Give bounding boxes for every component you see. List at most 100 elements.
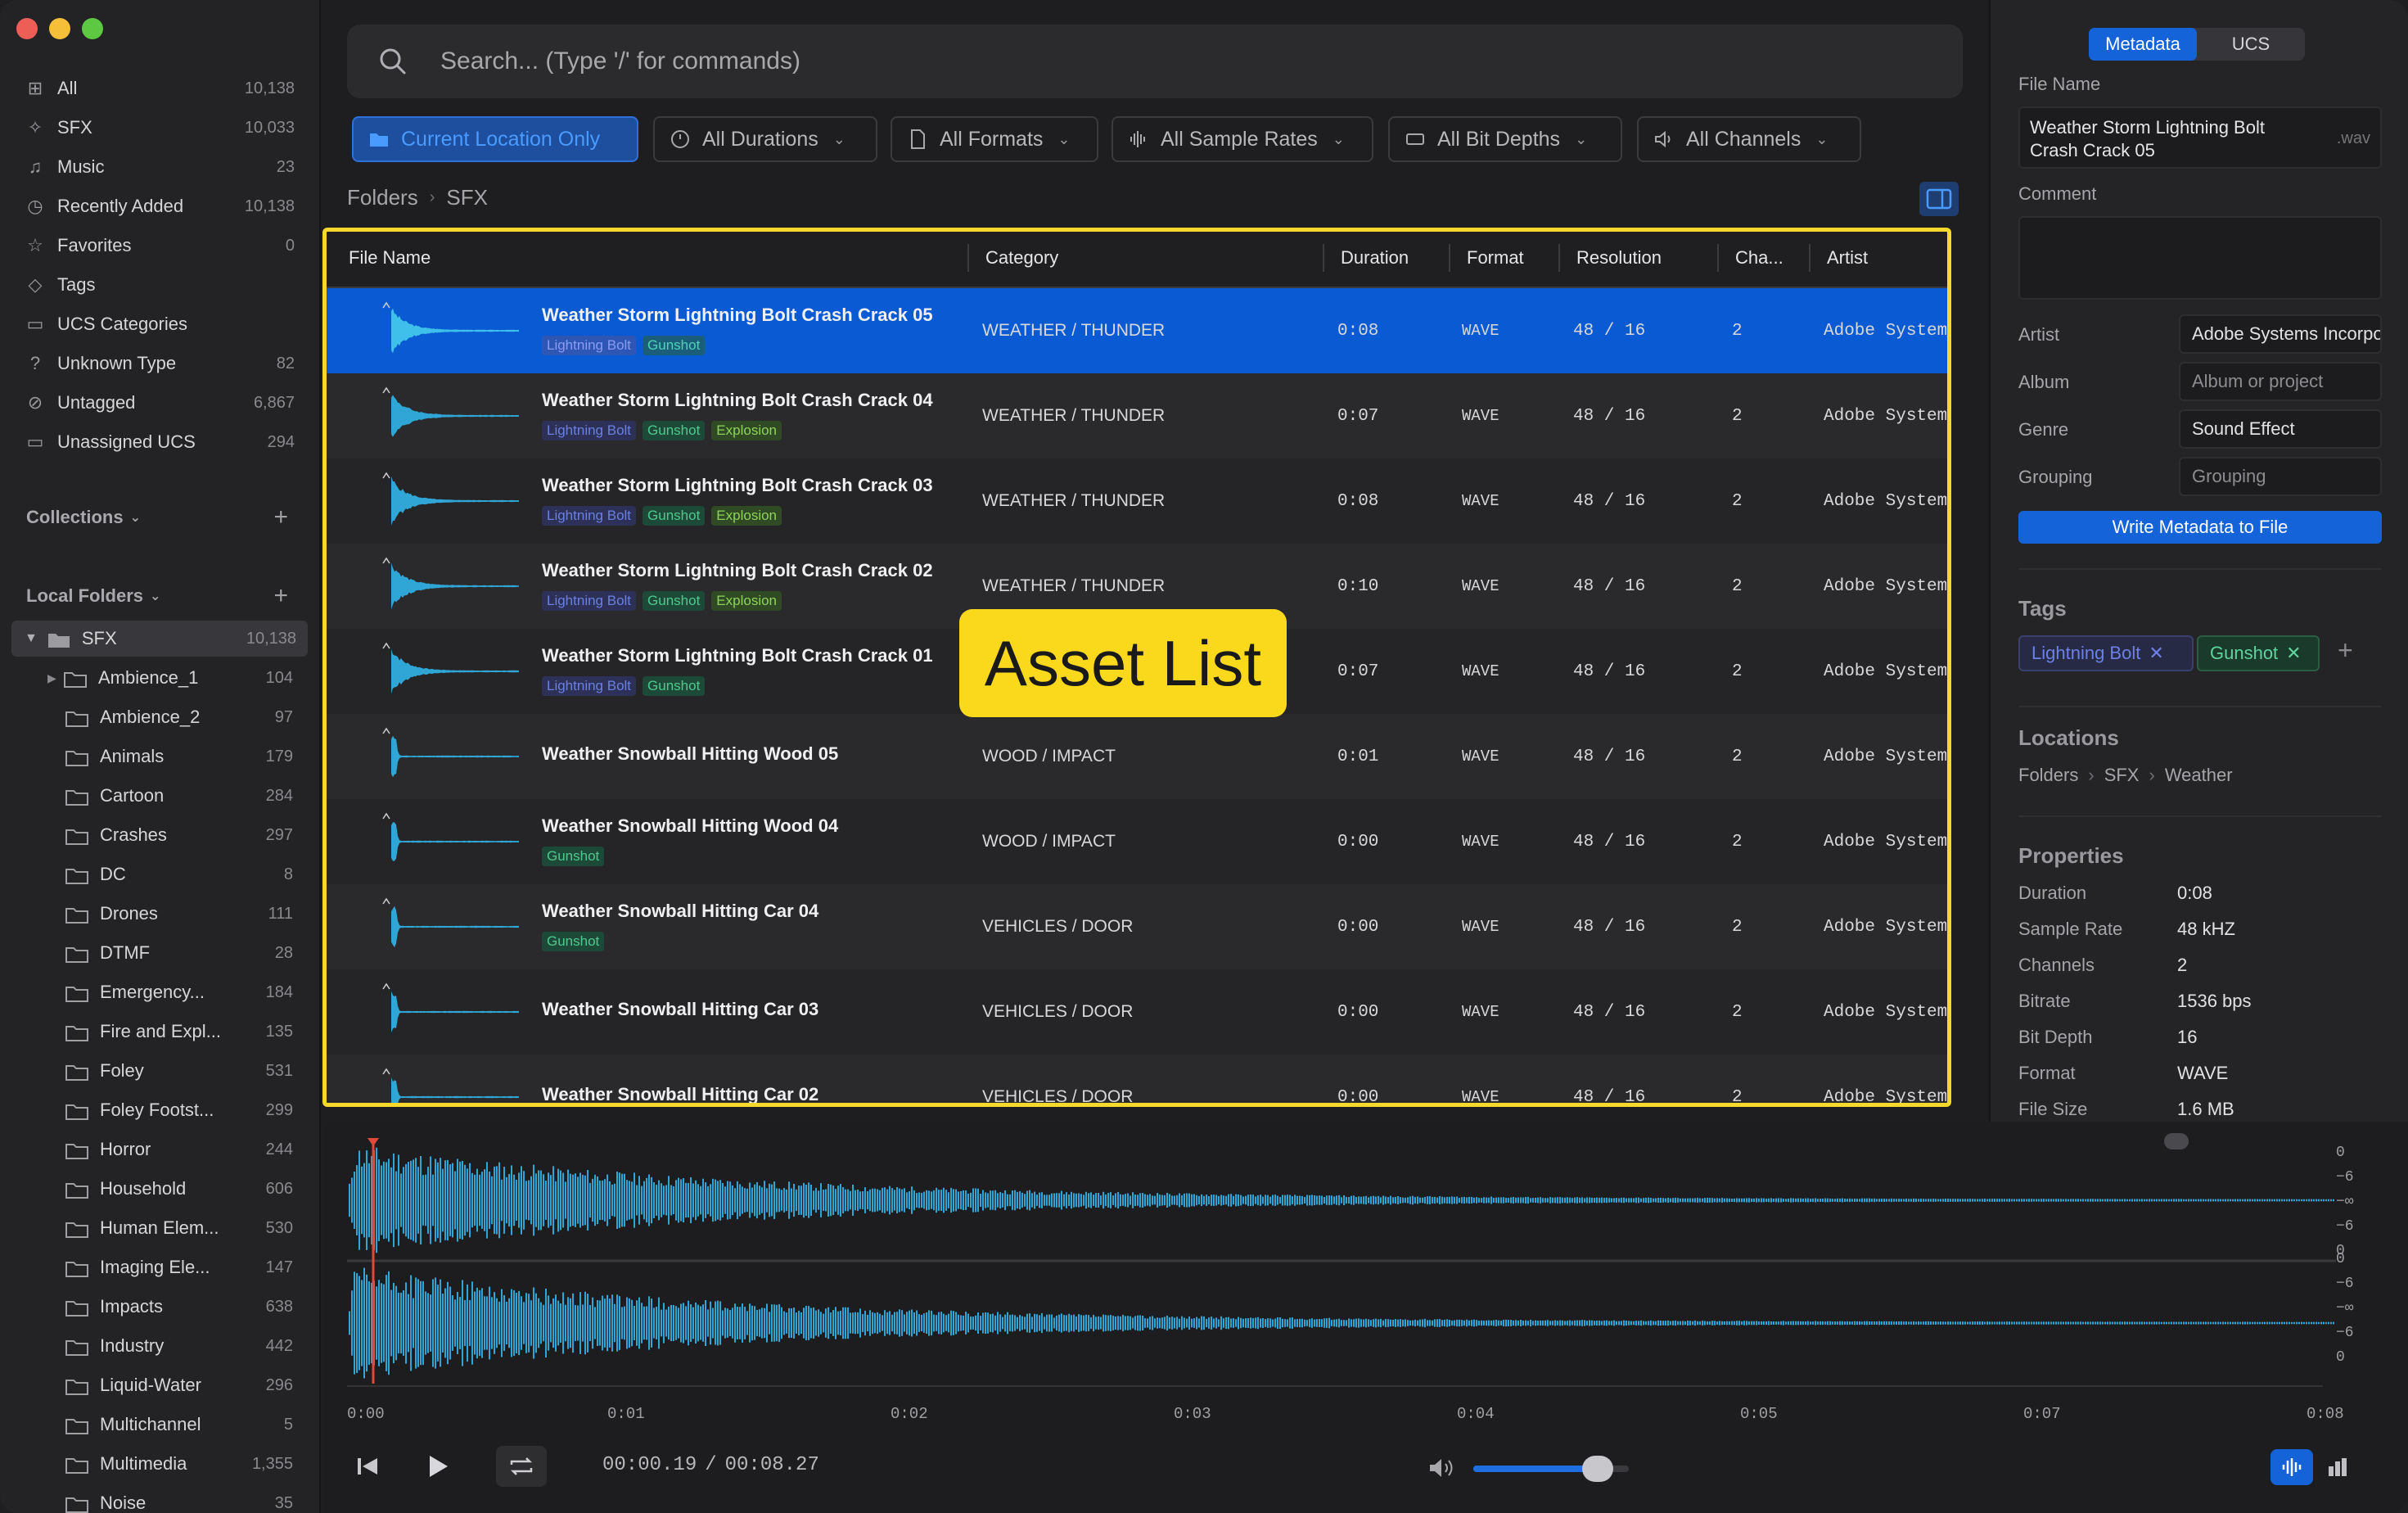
- sidebar-item-favorites[interactable]: ☆ Favorites 0: [25, 229, 295, 262]
- remove-tag-icon[interactable]: ✕: [2149, 643, 2164, 663]
- volume-slider[interactable]: [1473, 1456, 1629, 1482]
- sidebar-folder[interactable]: Emergency... 184: [0, 974, 296, 1010]
- add-tag-icon[interactable]: +: [2338, 635, 2353, 665]
- comment-field[interactable]: [2018, 216, 2382, 300]
- toggle-inspector-button[interactable]: [1919, 182, 1959, 216]
- file-name-field[interactable]: Weather Storm Lightning Bolt Crash Crack…: [2018, 106, 2382, 169]
- close-window-button[interactable]: [16, 18, 38, 39]
- sidebar-item-music[interactable]: ♫ Music 23: [25, 151, 295, 183]
- sidebar-item-unknown-type[interactable]: ? Unknown Type 82: [25, 347, 295, 380]
- sidebar-folder[interactable]: Noise 35: [0, 1485, 296, 1513]
- collections-header[interactable]: Collections ⌄ +: [26, 501, 288, 534]
- table-row[interactable]: Weather Storm Lightning Bolt Crash Crack…: [322, 458, 1951, 544]
- sidebar-item-tags[interactable]: ◇ Tags: [25, 269, 295, 301]
- metadata-field-album-input[interactable]: Album or project: [2179, 362, 2382, 401]
- location-segment[interactable]: Folders: [2018, 765, 2079, 785]
- waveform-view-button[interactable]: [2270, 1449, 2313, 1485]
- sidebar-folder[interactable]: Human Elem... 530: [0, 1210, 296, 1246]
- sidebar-folder[interactable]: Crashes 297: [0, 817, 296, 853]
- column-category[interactable]: Category: [985, 247, 1059, 268]
- sidebar-folder[interactable]: Animals 179: [0, 738, 296, 775]
- sidebar-folder[interactable]: Multichannel 5: [0, 1407, 296, 1443]
- filter-sample-rates[interactable]: All Sample Rates ⌄: [1112, 116, 1373, 162]
- table-row[interactable]: Weather Storm Lightning Bolt Crash Crack…: [322, 544, 1951, 629]
- table-row[interactable]: Weather Snowball Hitting Car 04 Gunshot VE…: [322, 884, 1951, 969]
- table-row[interactable]: Weather Storm Lightning Bolt Crash Crack…: [322, 288, 1951, 373]
- locations-heading: Locations: [2018, 725, 2119, 750]
- waveform-display[interactable]: [322, 1138, 2408, 1384]
- location-segment[interactable]: SFX: [2104, 765, 2140, 785]
- sidebar-folder[interactable]: DC 8: [0, 856, 296, 892]
- column-artist[interactable]: Artist: [1827, 247, 1869, 268]
- loop-button[interactable]: [496, 1446, 547, 1487]
- table-row[interactable]: Weather Snowball Hitting Car 03 VEHICLES …: [322, 969, 1951, 1055]
- sidebar-folder[interactable]: Cartoon 284: [0, 778, 296, 814]
- sidebar-folder[interactable]: Fire and Expl... 135: [0, 1014, 296, 1050]
- column-file-name[interactable]: File Name: [349, 247, 431, 268]
- tag-chip-lightning-bolt[interactable]: Lightning Bolt ✕: [2018, 635, 2194, 671]
- sidebar-folder[interactable]: Foley 531: [0, 1053, 296, 1089]
- metadata-field-genre-input[interactable]: Sound Effect: [2179, 409, 2382, 449]
- breadcrumb-item[interactable]: Folders: [347, 185, 418, 210]
- tab-ucs[interactable]: UCS: [2231, 34, 2270, 54]
- asset-list-callout: Asset List: [959, 609, 1287, 717]
- breadcrumb-item[interactable]: SFX: [446, 185, 488, 210]
- column-resolution[interactable]: Resolution: [1576, 247, 1662, 268]
- table-row[interactable]: Weather Snowball Hitting Wood 04 Gunshot W…: [322, 799, 1951, 884]
- folder-label: Multichannel: [100, 1414, 201, 1434]
- add-folder-icon[interactable]: +: [273, 582, 288, 609]
- sidebar-folder[interactable]: Foley Footst... 299: [0, 1092, 296, 1128]
- sidebar-folder[interactable]: Impacts 638: [0, 1289, 296, 1325]
- metadata-field-grouping-input[interactable]: Grouping: [2179, 457, 2382, 496]
- sidebar-folder[interactable]: Drones 111: [0, 896, 296, 932]
- sidebar-folder[interactable]: Industry 442: [0, 1328, 296, 1364]
- search-bar[interactable]: [347, 25, 1963, 98]
- table-row[interactable]: Weather Snowball Hitting Car 02 VEHICLES …: [322, 1055, 1951, 1105]
- column-channels[interactable]: Cha...: [1735, 247, 1783, 268]
- skip-back-button[interactable]: [342, 1446, 393, 1487]
- add-collection-icon[interactable]: +: [273, 504, 288, 531]
- filter-formats[interactable]: All Formats ⌄: [891, 116, 1098, 162]
- sidebar-folder[interactable]: Imaging Ele... 147: [0, 1249, 296, 1285]
- sidebar-folder[interactable]: Horror 244: [0, 1131, 296, 1167]
- zoom-window-button[interactable]: [82, 18, 103, 39]
- sidebar-item-ucs-categories[interactable]: ▭ UCS Categories: [25, 308, 295, 341]
- location-segment[interactable]: Weather: [2164, 765, 2233, 785]
- table-row[interactable]: Weather Storm Lightning Bolt Crash Crack…: [322, 373, 1951, 458]
- volume-knob[interactable]: [1582, 1456, 1613, 1482]
- tag-chip-gunshot[interactable]: Gunshot ✕: [2197, 635, 2320, 671]
- disclosure-closed-icon[interactable]: ▶: [47, 671, 56, 684]
- write-metadata-button[interactable]: Write Metadata to File: [2018, 511, 2382, 544]
- filter-channels[interactable]: All Channels ⌄: [1637, 116, 1861, 162]
- play-button[interactable]: [413, 1446, 463, 1487]
- sidebar-item-label: Music: [57, 156, 105, 177]
- minimize-window-button[interactable]: [49, 18, 70, 39]
- waveform-scroll-handle[interactable]: [2164, 1133, 2189, 1149]
- sidebar-folder[interactable]: DTMF 28: [0, 935, 296, 971]
- table-row[interactable]: Weather Snowball Hitting Wood 05 WOOD / I…: [322, 714, 1951, 799]
- sidebar-item-recently-added[interactable]: ◷ Recently Added 10,138: [25, 190, 295, 223]
- metadata-field-artist-input[interactable]: Adobe Systems Incorporated: [2179, 314, 2382, 354]
- sidebar-folder[interactable]: ▶ Ambience_1 104: [0, 660, 296, 696]
- sidebar-folder-sfx[interactable]: ▼ SFX 10,138: [11, 621, 308, 657]
- sidebar-folder[interactable]: Multimedia 1,355: [0, 1446, 296, 1482]
- sidebar-item-all[interactable]: ⊞ All 10,138: [25, 72, 295, 105]
- sidebar-folder[interactable]: Household 606: [0, 1171, 296, 1207]
- spectrum-view-button[interactable]: [2316, 1449, 2359, 1485]
- tab-metadata[interactable]: Metadata: [2089, 28, 2197, 61]
- filter-durations[interactable]: All Durations ⌄: [653, 116, 877, 162]
- column-duration[interactable]: Duration: [1341, 247, 1409, 268]
- remove-tag-icon[interactable]: ✕: [2286, 643, 2302, 663]
- sidebar-folder[interactable]: Ambience_2 97: [0, 699, 296, 735]
- volume-icon[interactable]: [1427, 1456, 1457, 1480]
- local-folders-header[interactable]: Local Folders ⌄ +: [26, 580, 288, 612]
- sidebar-item-unassigned-ucs[interactable]: ▭ Unassigned UCS 294: [25, 426, 295, 458]
- row-format: WAVE: [1462, 833, 1499, 851]
- filter-bit-depths[interactable]: All Bit Depths ⌄: [1388, 116, 1622, 162]
- sidebar-item-untagged[interactable]: ⊘ Untagged 6,867: [25, 386, 295, 419]
- filter-current-location[interactable]: Current Location Only: [352, 116, 638, 162]
- search-input[interactable]: [439, 47, 1833, 76]
- column-format[interactable]: Format: [1467, 247, 1524, 268]
- sidebar-item-sfx[interactable]: ✧ SFX 10,033: [25, 111, 295, 144]
- sidebar-folder[interactable]: Liquid-Water 296: [0, 1367, 296, 1403]
